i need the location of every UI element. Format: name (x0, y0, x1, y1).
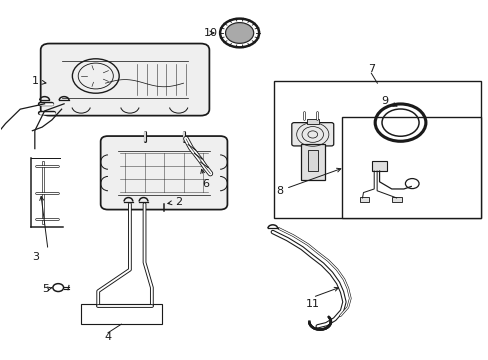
Bar (391, 197, 402, 202)
FancyBboxPatch shape (291, 123, 333, 146)
Bar (341, 117, 480, 218)
Bar (273, 81, 480, 218)
Text: 3: 3 (32, 252, 39, 262)
Bar (371, 161, 386, 171)
Bar (300, 144, 325, 180)
Bar (307, 149, 317, 171)
Text: 9: 9 (381, 96, 396, 107)
Text: 4: 4 (104, 332, 111, 342)
Text: 10: 10 (203, 28, 217, 38)
Circle shape (225, 23, 253, 43)
Bar (306, 119, 318, 125)
Text: 1: 1 (32, 76, 46, 86)
Text: 11: 11 (305, 299, 319, 309)
Text: 5: 5 (42, 284, 52, 294)
FancyBboxPatch shape (101, 136, 227, 210)
Text: 8: 8 (276, 168, 340, 196)
FancyBboxPatch shape (41, 44, 209, 116)
Text: 2: 2 (167, 197, 182, 207)
Bar (81, 305, 161, 324)
Bar (359, 197, 368, 202)
Text: 6: 6 (201, 170, 208, 189)
Text: 7: 7 (367, 64, 374, 74)
